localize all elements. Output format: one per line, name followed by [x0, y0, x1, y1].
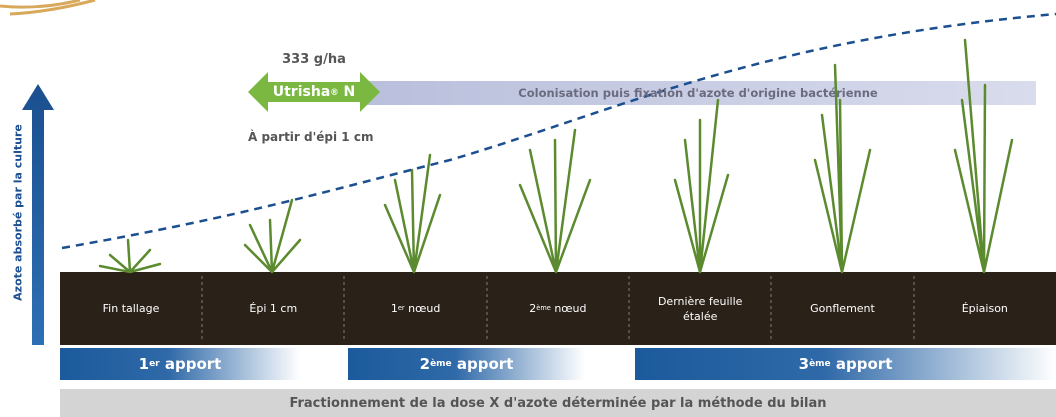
- product-suffix: N: [344, 84, 356, 100]
- apport-number: 1: [139, 355, 149, 373]
- stage-sup: ème: [536, 301, 551, 316]
- product-name: Utrisha® N: [268, 82, 360, 102]
- stage-number: 2: [529, 301, 536, 316]
- apport-word: apport: [165, 355, 221, 373]
- product-start: À partir d'épi 1 cm: [248, 130, 373, 144]
- apport-number: 3: [799, 355, 809, 373]
- stage-label: Fin tallage: [103, 301, 160, 316]
- axis-label: Azote absorbé par la culture: [12, 73, 25, 353]
- stage-sup: er: [398, 301, 405, 316]
- stage-number: 1: [391, 301, 398, 316]
- apport-sup: ème: [430, 359, 452, 369]
- axis-arrow: [22, 84, 54, 345]
- stage: Épi 1 cm: [202, 272, 344, 345]
- stage: Dernière feuille étalée: [629, 272, 771, 345]
- dose: 333 g/ha: [270, 52, 358, 67]
- apport-number: 2: [420, 355, 430, 373]
- product-mark: ®: [330, 87, 338, 97]
- apport-word: apport: [457, 355, 513, 373]
- infographic: 333 g/ha Utrisha® N À partir d'épi 1 cm …: [0, 0, 1056, 417]
- wheat-decoration: [0, 0, 95, 14]
- stage: Fin tallage: [60, 272, 202, 345]
- apport-sup: ème: [809, 359, 831, 369]
- footer: Fractionnement de la dose X d'azote déte…: [60, 389, 1056, 417]
- stage-label: Gonflement: [810, 301, 875, 316]
- apport-sup: er: [149, 359, 160, 369]
- stage: Épiaison: [914, 272, 1056, 345]
- stage-word: nœud: [408, 301, 440, 316]
- colonisation-label: Colonisation puis fixation d'azote d'ori…: [360, 81, 1036, 105]
- stage-label: Dernière feuille étalée: [645, 294, 755, 324]
- stage-label: Épi 1 cm: [249, 301, 297, 316]
- product-name-text: Utrisha: [273, 84, 331, 100]
- stage-label: Épiaison: [962, 301, 1008, 316]
- stage-word: nœud: [554, 301, 586, 316]
- plants: [100, 40, 1012, 272]
- apport-word: apport: [836, 355, 892, 373]
- stage: Gonflement: [772, 272, 914, 345]
- nitrogen-curve: [62, 14, 1056, 248]
